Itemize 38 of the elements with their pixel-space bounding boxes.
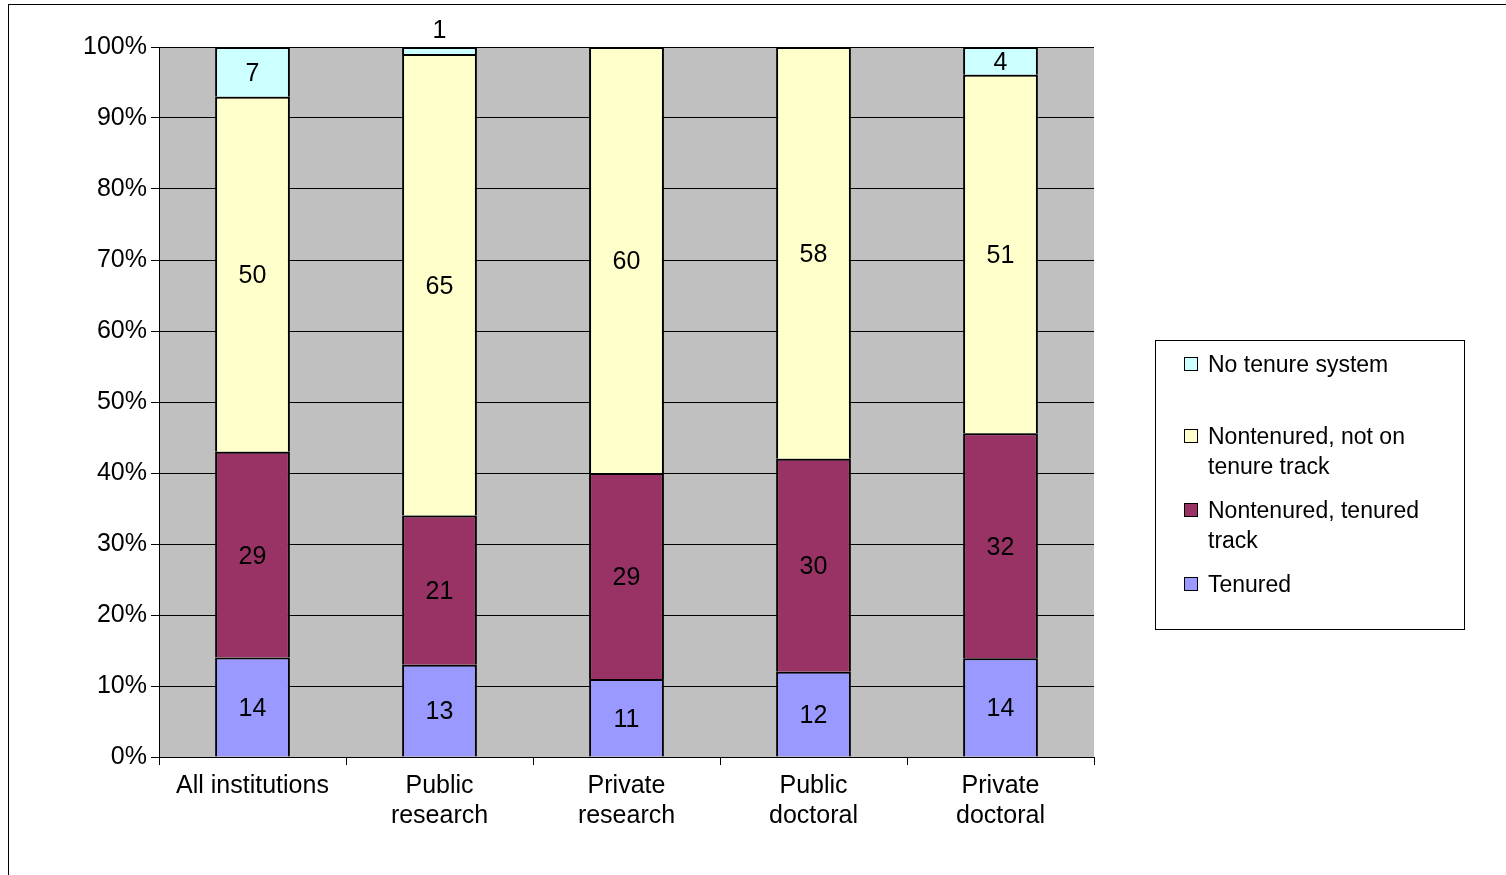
data-label: 60 (612, 245, 641, 274)
y-tick-label: 50% (96, 385, 147, 414)
data-label: 21 (425, 576, 454, 605)
data-label: 13 (425, 696, 454, 725)
legend-label: Tenured (1208, 571, 1292, 597)
data-label: 29 (612, 561, 641, 590)
legend-label: Nontenured, tenured track (1208, 497, 1419, 553)
data-label: 14 (238, 692, 267, 721)
data-label: 30 (799, 551, 828, 580)
y-tick-label: 80% (96, 172, 147, 201)
data-label: 32 (986, 531, 1015, 560)
data-label: 7 (245, 57, 260, 86)
y-tick-label: 40% (96, 456, 147, 485)
x-tick-label: Private research (577, 769, 676, 828)
data-label: 58 (799, 238, 828, 267)
x-tick-label: Private doctoral (956, 769, 1045, 828)
y-tick-label: 0% (110, 740, 147, 769)
data-label: 1 (432, 14, 447, 43)
data-label: 50 (238, 260, 267, 289)
data-label: 51 (986, 239, 1015, 268)
y-tick-label: 30% (96, 527, 147, 556)
y-tick-label: 20% (96, 598, 147, 627)
data-label: 4 (993, 46, 1008, 75)
y-tick-label: 90% (96, 101, 147, 130)
y-tick-label: 70% (96, 243, 147, 272)
data-label: 12 (799, 700, 828, 729)
x-tick-label: All institutions (176, 769, 329, 798)
legend-label: No tenure system (1208, 351, 1389, 377)
y-tick-label: 100% (83, 30, 147, 59)
x-tick-label: Public doctoral (769, 769, 858, 828)
y-tick-label: 60% (96, 314, 147, 343)
data-label: 65 (425, 270, 454, 299)
data-label: 11 (613, 703, 640, 732)
legend-label: Nontenured, not on tenure track (1208, 423, 1405, 479)
data-label: 29 (238, 540, 267, 569)
x-tick-label: Public research (390, 769, 489, 828)
y-tick-label: 10% (96, 669, 147, 698)
data-label: 14 (986, 693, 1015, 722)
